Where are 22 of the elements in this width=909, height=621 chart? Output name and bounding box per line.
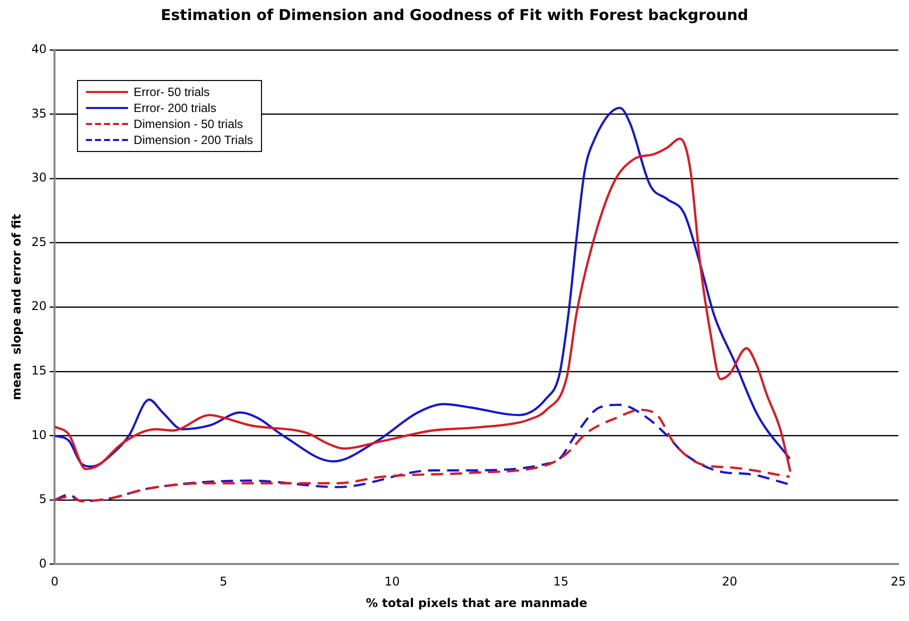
legend-label: Dimension - 50 trials [134,117,244,131]
x-tick-label: 25 [890,574,906,589]
legend-label: Error- 50 trials [134,85,210,99]
y-tick-label: 0 [39,556,47,570]
x-tick-label: 15 [553,574,569,589]
y-tick-label: 20 [31,299,47,314]
y-tick-label: 40 [31,42,47,56]
x-tick-label: 0 [50,574,58,589]
legend-label: Dimension - 200 Trials [134,133,254,147]
x-axis-title: % total pixels that are manmade [366,596,588,610]
y-tick-label: 15 [31,364,47,378]
chart-title: Estimation of Dimension and Goodness of Fit with Forest background [160,6,750,24]
legend-label: Error- 200 trials [134,101,216,115]
y-tick-label: 30 [31,170,47,185]
x-tick-label: 5 [220,574,228,589]
x-tick-label: 10 [384,574,400,589]
y-tick-label: 5 [39,492,47,506]
y-axis-title: mean slope and error of fit [9,214,24,400]
y-tick-label: 35 [31,106,47,120]
y-tick-label: 10 [31,428,47,442]
x-tick-label: 20 [722,574,738,589]
y-tick-label: 25 [31,234,47,249]
